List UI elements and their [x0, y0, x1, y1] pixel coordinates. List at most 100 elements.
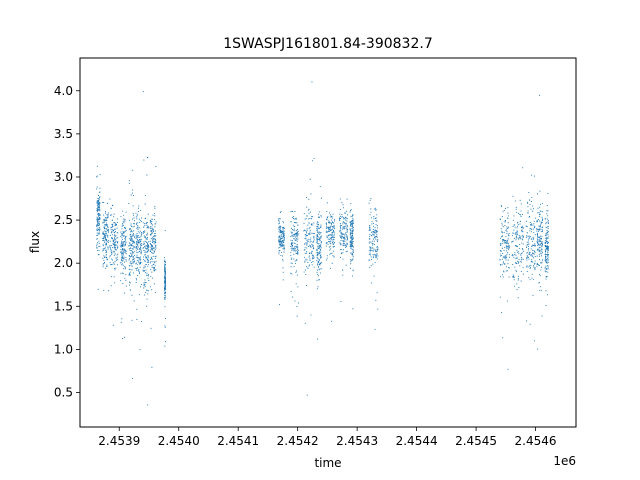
data-point: [143, 270, 145, 272]
data-point: [317, 286, 319, 288]
data-point: [131, 235, 133, 237]
data-point: [111, 219, 113, 221]
data-point: [129, 282, 131, 284]
data-point: [533, 231, 535, 234]
data-point: [539, 243, 541, 245]
data-point: [164, 273, 166, 275]
data-point: [373, 240, 375, 242]
y-tick-label: 3.5: [54, 127, 73, 141]
data-point: [133, 259, 135, 261]
data-point: [96, 247, 98, 249]
data-point: [346, 239, 348, 241]
x-tick-label: 2.4540: [158, 434, 200, 448]
data-point: [345, 231, 347, 234]
data-point: [541, 235, 543, 237]
data-point: [318, 231, 320, 233]
data-point: [522, 258, 524, 260]
data-point: [545, 252, 547, 254]
data-point: [106, 234, 108, 236]
data-point: [325, 242, 327, 244]
data-point: [154, 232, 156, 234]
data-point: [303, 229, 306, 231]
data-point: [143, 226, 145, 228]
data-point: [145, 236, 147, 238]
data-point: [530, 264, 532, 266]
data-point: [516, 211, 518, 213]
data-point: [125, 237, 127, 239]
data-point: [330, 229, 332, 231]
data-point: [518, 253, 520, 255]
data-point: [320, 268, 322, 270]
data-point: [328, 221, 331, 223]
data-point: [514, 254, 516, 256]
data-point: [154, 215, 156, 217]
data-point: [123, 231, 125, 234]
data-point: [546, 251, 549, 253]
data-point: [546, 218, 548, 220]
data-point: [283, 233, 285, 235]
data-point: [104, 240, 106, 242]
data-point: [537, 212, 539, 214]
data-point: [319, 246, 321, 248]
data-point: [540, 221, 542, 223]
data-point: [330, 240, 332, 242]
data-point: [545, 235, 547, 237]
data-point: [142, 231, 145, 233]
data-point: [330, 230, 332, 232]
data-point: [529, 221, 531, 223]
data-point: [331, 236, 333, 238]
data-point: [329, 227, 331, 229]
data-point: [164, 264, 166, 266]
data-point: [521, 252, 523, 254]
data-point: [320, 251, 322, 253]
data-point: [376, 227, 378, 229]
data-point: [120, 245, 122, 247]
data-point: [545, 238, 547, 240]
data-point: [124, 239, 127, 241]
data-point: [151, 249, 153, 251]
data-point: [506, 231, 508, 233]
data-point: [153, 250, 155, 252]
data-point: [97, 288, 99, 290]
data-point: [326, 225, 328, 227]
data-point: [155, 247, 157, 249]
data-point: [508, 267, 510, 269]
data-point: [278, 244, 281, 246]
data-point: [293, 265, 295, 267]
data-point: [113, 213, 115, 215]
data-point: [164, 295, 166, 297]
data-point: [114, 249, 117, 251]
data-point: [319, 234, 321, 236]
data-point: [135, 278, 137, 280]
data-point: [303, 213, 305, 215]
data-point: [145, 246, 147, 248]
data-point: [145, 234, 147, 236]
data-point: [342, 252, 344, 254]
data-point: [143, 285, 145, 287]
data-point: [121, 240, 123, 242]
data-point: [128, 257, 131, 260]
data-point: [351, 275, 354, 277]
data-point: [122, 282, 124, 285]
data-point: [311, 250, 313, 252]
data-point: [297, 286, 299, 288]
data-point: [317, 275, 320, 277]
data-point: [333, 236, 335, 238]
data-point: [318, 243, 320, 245]
data-point: [123, 241, 125, 243]
data-point: [331, 219, 333, 221]
data-point: [135, 216, 137, 218]
data-point: [278, 253, 280, 255]
data-point: [292, 296, 294, 298]
data-point: [499, 237, 502, 239]
data-point: [103, 201, 105, 204]
data-point: [545, 241, 547, 243]
data-point: [291, 229, 293, 231]
data-point: [545, 276, 547, 278]
data-point: [371, 223, 373, 225]
data-point: [332, 241, 334, 243]
data-point: [530, 255, 532, 257]
data-point: [522, 167, 524, 169]
data-point: [539, 239, 541, 241]
data-point: [132, 257, 134, 259]
